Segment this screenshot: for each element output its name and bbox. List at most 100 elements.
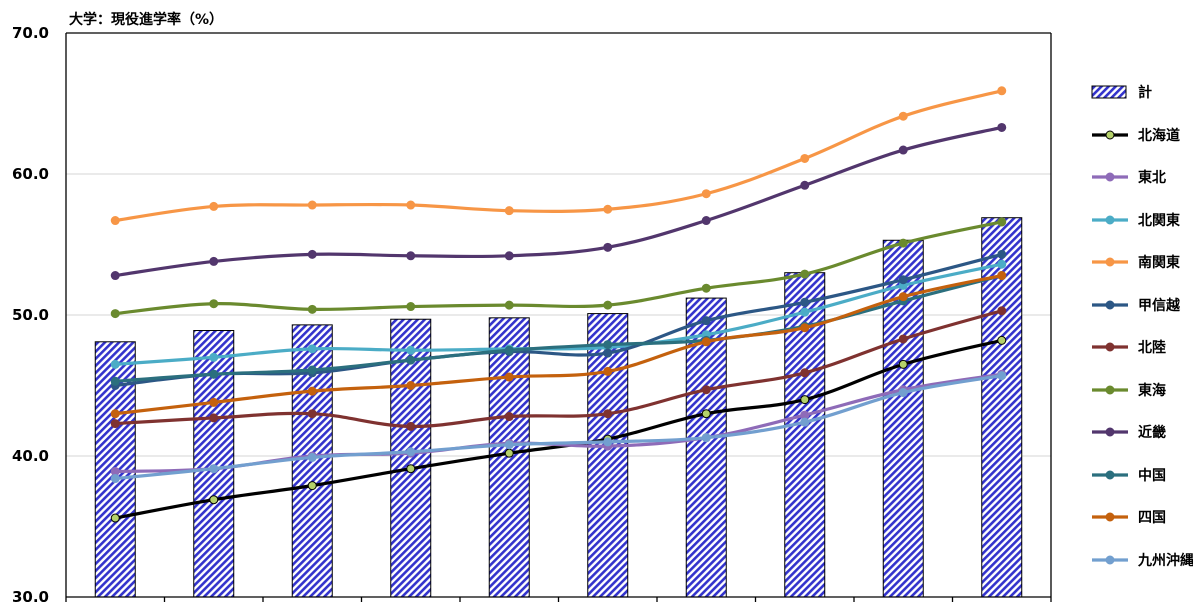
legend-swatch: [1092, 300, 1128, 309]
data-point: [997, 217, 1007, 227]
data-point: [701, 283, 711, 293]
data-point: [110, 419, 120, 429]
bar: [784, 272, 826, 598]
data-point: [406, 251, 416, 261]
legend-item: 北関東: [1090, 210, 1180, 230]
legend-label: 近畿: [1138, 425, 1166, 441]
data-point: [701, 337, 711, 347]
y-tick-label: 30.0: [12, 588, 49, 602]
data-point: [997, 271, 1007, 281]
data-point: [701, 316, 711, 326]
legend-marker: [1105, 470, 1115, 479]
legend-item: 近畿: [1090, 422, 1166, 442]
data-point: [209, 299, 219, 309]
data-point: [110, 376, 120, 386]
data-point: [898, 359, 908, 369]
data-point: [209, 369, 219, 379]
bar: [685, 297, 727, 598]
legend-item: 甲信越: [1090, 295, 1180, 315]
data-point: [110, 271, 120, 281]
legend-swatch: [1092, 130, 1128, 139]
data-point: [504, 448, 514, 458]
data-point: [110, 513, 120, 523]
data-point: [504, 251, 514, 261]
data-point: [504, 372, 514, 382]
legend-marker: [1105, 427, 1115, 437]
data-point: [603, 366, 613, 376]
data-point: [898, 111, 908, 121]
data-point: [110, 409, 120, 419]
legend-label: 四国: [1138, 510, 1166, 526]
data-point: [307, 200, 317, 210]
data-point: [800, 395, 810, 405]
data-point: [504, 206, 514, 216]
data-point: [603, 437, 613, 447]
series-line: [115, 273, 1003, 416]
data-point: [701, 216, 711, 226]
data-point: [307, 344, 317, 354]
data-point: [406, 381, 416, 390]
data-point: [800, 323, 810, 333]
legend-swatch: [1092, 215, 1128, 224]
legend-marker: [1105, 130, 1115, 139]
data-point: [406, 345, 416, 355]
data-point: [307, 481, 317, 491]
data-point: [110, 359, 120, 369]
legend-item: 南関東: [1090, 252, 1180, 272]
data-point: [504, 300, 514, 310]
series-line: [115, 273, 1003, 383]
series-line: [115, 125, 1003, 278]
y-axis-label: 大学：現役進学率（%）: [69, 12, 224, 28]
legend-label: 南関東: [1138, 255, 1180, 271]
y-tick-label: 40.0: [12, 447, 49, 465]
legend-label: 東海: [1138, 382, 1166, 399]
series-line: [114, 338, 1003, 520]
data-point: [898, 292, 908, 302]
data-point: [701, 385, 711, 395]
data-point: [406, 355, 416, 365]
data-point: [603, 409, 613, 419]
legend-swatch: [1092, 257, 1128, 267]
series-line: [115, 220, 1003, 316]
data-point: [209, 397, 219, 407]
data-point: [307, 386, 317, 396]
legend-swatch: [1092, 512, 1128, 522]
legend-item: 北海道: [1090, 125, 1180, 145]
data-point: [209, 352, 219, 362]
data-point: [504, 440, 514, 450]
legend-marker: [1105, 342, 1115, 352]
data-point: [800, 307, 810, 317]
legend-item: 北陸: [1090, 337, 1166, 357]
series-line: [115, 252, 1003, 388]
legend-item: 計: [1090, 82, 1152, 102]
legend-marker: [1105, 300, 1115, 309]
data-point: [406, 421, 416, 431]
legend-label: 中国: [1138, 467, 1166, 484]
data-point: [997, 249, 1007, 259]
legend-bar-swatch: [1091, 85, 1127, 99]
data-point: [504, 412, 514, 422]
legend-label: 北関東: [1138, 212, 1180, 229]
data-point: [603, 242, 613, 252]
legend-item: 四国: [1090, 507, 1166, 527]
data-point: [701, 433, 711, 443]
legend-marker: [1105, 257, 1115, 267]
legend-swatch: [1092, 427, 1128, 437]
data-point: [209, 201, 219, 211]
data-point: [504, 345, 514, 355]
y-tick-label: 50.0: [12, 306, 49, 324]
data-point: [898, 388, 908, 398]
bar: [981, 217, 1023, 598]
data-point: [110, 216, 120, 226]
data-point: [307, 409, 317, 419]
y-tick-label: 60.0: [12, 165, 49, 183]
data-point: [898, 334, 908, 344]
legend-swatch: [1092, 555, 1128, 564]
legend-item: 東北: [1090, 167, 1166, 187]
data-point: [603, 204, 613, 214]
data-point: [800, 297, 810, 307]
y-tick-label: 70.0: [12, 24, 49, 42]
data-point: [110, 474, 120, 484]
legend-label: 甲信越: [1138, 297, 1180, 314]
